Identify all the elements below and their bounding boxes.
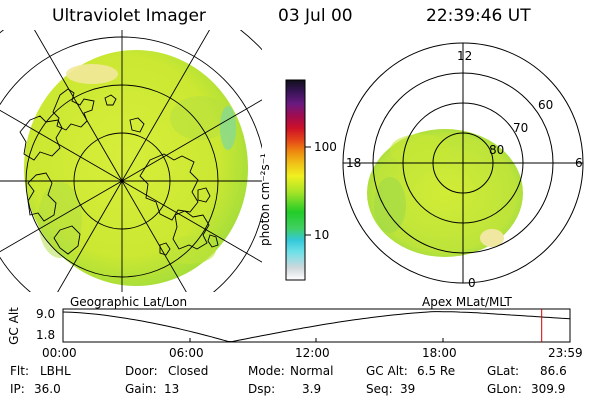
observation-date: 03 Jul 00 [278,6,353,26]
sequence-value: 39 [400,382,416,396]
glon-value: 309.9 [531,382,566,396]
altitude-xtick-label: 23:59 [548,346,583,360]
glat-label: GLat: [487,364,520,378]
altitude-xtick-label: 12:00 [295,346,330,360]
mlt-label-6: 6 [575,156,583,170]
apex-panel-label: Apex MLat/MLT [422,295,512,309]
colorbar-scale [285,79,306,281]
gc-altitude-value: 6.5 Re [417,364,456,378]
filter-value: LBHL [40,364,71,378]
colorbar: photon cm⁻²s⁻¹ [258,79,311,281]
door-label: Door: [125,364,158,378]
mode-label: Mode: [248,364,285,378]
geographic-image [0,30,262,292]
emission-variation-patch [38,182,82,258]
instrument-title: Ultraviolet Imager [52,6,206,26]
altitude-xtick-label: 00:00 [42,346,77,360]
altitude-ylabel: GC Alt [7,307,21,345]
gc-altitude-label: GC Alt: [366,364,408,378]
emission-variation-patch [164,236,216,264]
mlt-label-0: 0 [468,276,476,290]
altitude-ytick-label: 9.0 [36,307,56,321]
sequence-label: Seq: [366,382,393,396]
gain-value: 13 [164,382,180,396]
dsp-value: 3.9 [302,382,322,396]
bright-emission-patch [480,229,504,247]
colorbar-unit-label: photon cm⁻²s⁻¹ [258,153,272,246]
glon-label: GLon: [487,382,522,396]
altitude-xtick-label: 18:00 [422,346,457,360]
mode-value: Normal [290,364,334,378]
dsp-label: Dsp: [248,382,276,396]
altitude-plot [62,308,571,343]
geographic-panel-label: Geographic Lat/Lon [70,295,188,309]
lat-label-70: 70 [513,121,529,135]
emission-variation-patch [170,96,230,140]
door-value: Closed [168,364,209,378]
filter-label: Flt: [10,364,29,378]
altitude-xtick-label: 06:00 [169,346,204,360]
mlt-label-18: 18 [346,156,362,170]
glat-value: 86.6 [540,364,567,378]
colorbar-tick-label: 10 [314,228,330,242]
emission-edge-patch [220,106,236,150]
meridian-lines [0,30,262,292]
altitude-ytick-label: 1.8 [36,328,56,342]
apex-polar-plot [342,42,584,284]
gain-label: Gain: [125,382,157,396]
mlt-label-12: 12 [457,49,473,63]
observation-time: 22:39:46 UT [426,6,531,26]
emission-variation-patch [390,134,450,166]
ip-value: 36.0 [34,382,61,396]
colorbar-tick-label: 100 [314,140,337,154]
lat-label-60: 60 [538,98,554,112]
altitude-x-ticks [62,338,571,342]
coastline-outlines [19,88,219,256]
emission-edge-patch [374,177,406,233]
altitude-curve [62,311,571,343]
bright-emission-patch [66,64,118,84]
lat-label-80: 80 [489,143,505,157]
ip-label: IP: [10,382,25,396]
